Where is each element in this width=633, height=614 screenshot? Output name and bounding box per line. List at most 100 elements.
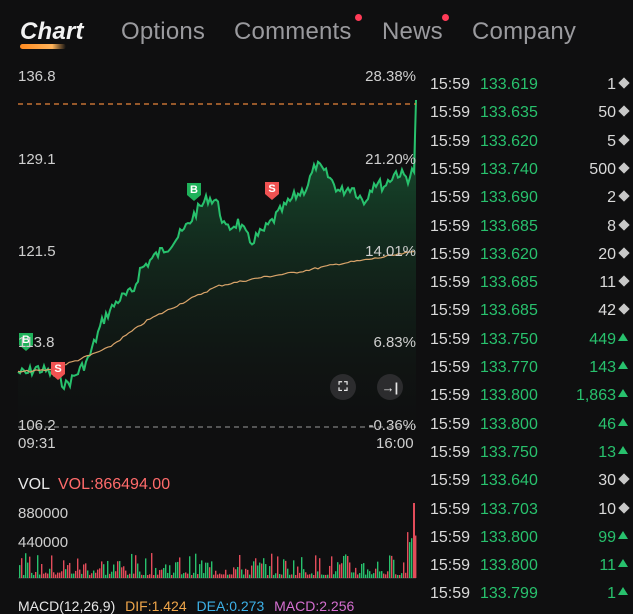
- volume-bar: [63, 560, 65, 578]
- volume-bar: [217, 574, 219, 578]
- volume-bar: [349, 562, 351, 578]
- trade-row: 15:59 133.800 11: [430, 551, 630, 579]
- volume-bar: [171, 574, 173, 578]
- volume-bar: [337, 562, 339, 578]
- sell-marker[interactable]: S: [265, 182, 279, 200]
- volume-bar: [105, 574, 107, 578]
- volume-bar: [165, 564, 167, 578]
- trade-row: 15:59 133.620 5: [430, 127, 630, 155]
- marker-label: S: [268, 183, 275, 195]
- tab-chart[interactable]: Chart: [20, 18, 84, 45]
- tab-news[interactable]: News: [382, 18, 443, 45]
- trade-time: 15:59: [430, 528, 471, 546]
- trade-quantity: 1: [607, 585, 616, 603]
- volume-bar: [237, 567, 239, 578]
- volume-bar: [347, 555, 349, 578]
- volume-bar: [387, 571, 389, 578]
- volume-bar: [47, 573, 49, 578]
- volume-bar: [263, 558, 265, 578]
- volume-bar: [45, 572, 47, 578]
- trade-quantity: 5: [607, 132, 616, 150]
- volume-bar: [183, 573, 185, 578]
- volume-bar: [185, 572, 187, 578]
- trade-price: 133.703: [480, 500, 538, 518]
- volume-bar: [265, 564, 267, 578]
- trade-row: 15:59 133.800 1,863: [430, 381, 630, 409]
- volume-bar: [95, 572, 97, 578]
- trade-price: 133.770: [480, 359, 538, 376]
- trade-row: 15:59 133.685 8: [430, 212, 630, 240]
- volume-bar: [177, 561, 179, 578]
- volume-bar: [155, 567, 157, 578]
- volume-bar: [377, 561, 379, 578]
- right-tick-4: 6.83%: [373, 334, 416, 351]
- volume-bar: [201, 560, 203, 578]
- volume-bar: [19, 565, 21, 578]
- volume-bar: [355, 567, 357, 578]
- volume-bar: [383, 573, 385, 578]
- trade-price: 133.619: [480, 76, 538, 93]
- volume-bar: [125, 570, 127, 578]
- trade-time: 15:59: [430, 104, 471, 122]
- trade-time: 15:59: [430, 302, 471, 320]
- volume-bar: [115, 571, 117, 578]
- fullscreen-button[interactable]: ⛶: [330, 374, 356, 400]
- time-start: 09:31: [18, 435, 56, 452]
- trade-quantity: 449: [589, 330, 616, 348]
- neutral-diamond-icon: [618, 105, 630, 117]
- volume-bar: [287, 568, 289, 578]
- volume-bar: [221, 574, 223, 578]
- up-triangle-icon: [618, 417, 630, 429]
- trade-time: 15:59: [430, 415, 471, 433]
- volume-bar: [209, 567, 211, 578]
- volume-bar: [189, 556, 191, 578]
- jump-to-end-button[interactable]: →|: [377, 374, 403, 400]
- left-tick-4: 113.8: [18, 334, 55, 351]
- trade-quantity: 30: [598, 472, 616, 490]
- trade-price: 133.800: [480, 557, 538, 575]
- up-triangle-icon: [618, 530, 630, 542]
- volume-bar: [281, 574, 283, 578]
- volume-bar: [365, 574, 367, 578]
- trade-price: 133.799: [480, 585, 538, 603]
- trade-time: 15:59: [430, 132, 471, 150]
- volume-bar: [131, 553, 133, 578]
- neutral-diamond-icon: [618, 501, 630, 514]
- volume-bar: [413, 503, 415, 578]
- up-triangle-icon: [618, 558, 630, 570]
- right-tick-3: 14.01%: [365, 243, 416, 260]
- tab-company[interactable]: Company: [472, 18, 577, 45]
- trade-time: 15:59: [430, 217, 471, 235]
- volume-bar: [219, 573, 221, 578]
- volume-tick-1: 880000: [18, 505, 69, 522]
- volume-bar: [257, 565, 259, 578]
- trade-price: 133.800: [480, 387, 538, 405]
- trade-row: 15:59 133.685 42: [430, 296, 630, 324]
- volume-bar: [65, 569, 67, 578]
- volume-bar: [255, 558, 257, 578]
- tab-bar: Chart Options Comments News Company: [0, 0, 633, 64]
- buy-marker[interactable]: B: [187, 183, 201, 201]
- buy-marker[interactable]: B: [19, 333, 33, 351]
- volume-bar: [325, 574, 327, 578]
- up-triangle-icon: [618, 445, 630, 457]
- volume-bar: [285, 560, 287, 578]
- volume-bar: [303, 569, 305, 578]
- volume-bar: [121, 567, 123, 578]
- trade-time: 15:59: [430, 189, 471, 207]
- neutral-diamond-icon: [618, 247, 630, 259]
- trade-time: 15:59: [430, 76, 471, 93]
- volume-bar: [87, 570, 89, 578]
- volume-bar: [397, 574, 399, 578]
- volume-bar: [351, 572, 353, 578]
- tab-options[interactable]: Options: [121, 18, 206, 45]
- volume-bar: [61, 571, 63, 578]
- trade-price: 133.685: [480, 274, 538, 292]
- sell-marker[interactable]: S: [51, 362, 65, 380]
- trade-row: 15:59 133.800 46: [430, 410, 630, 438]
- tab-comments[interactable]: Comments: [234, 18, 352, 45]
- volume-bar: [157, 574, 159, 578]
- volume-bar: [247, 569, 249, 578]
- volume-bar: [123, 566, 125, 578]
- expand-icon: ⛶: [338, 379, 348, 394]
